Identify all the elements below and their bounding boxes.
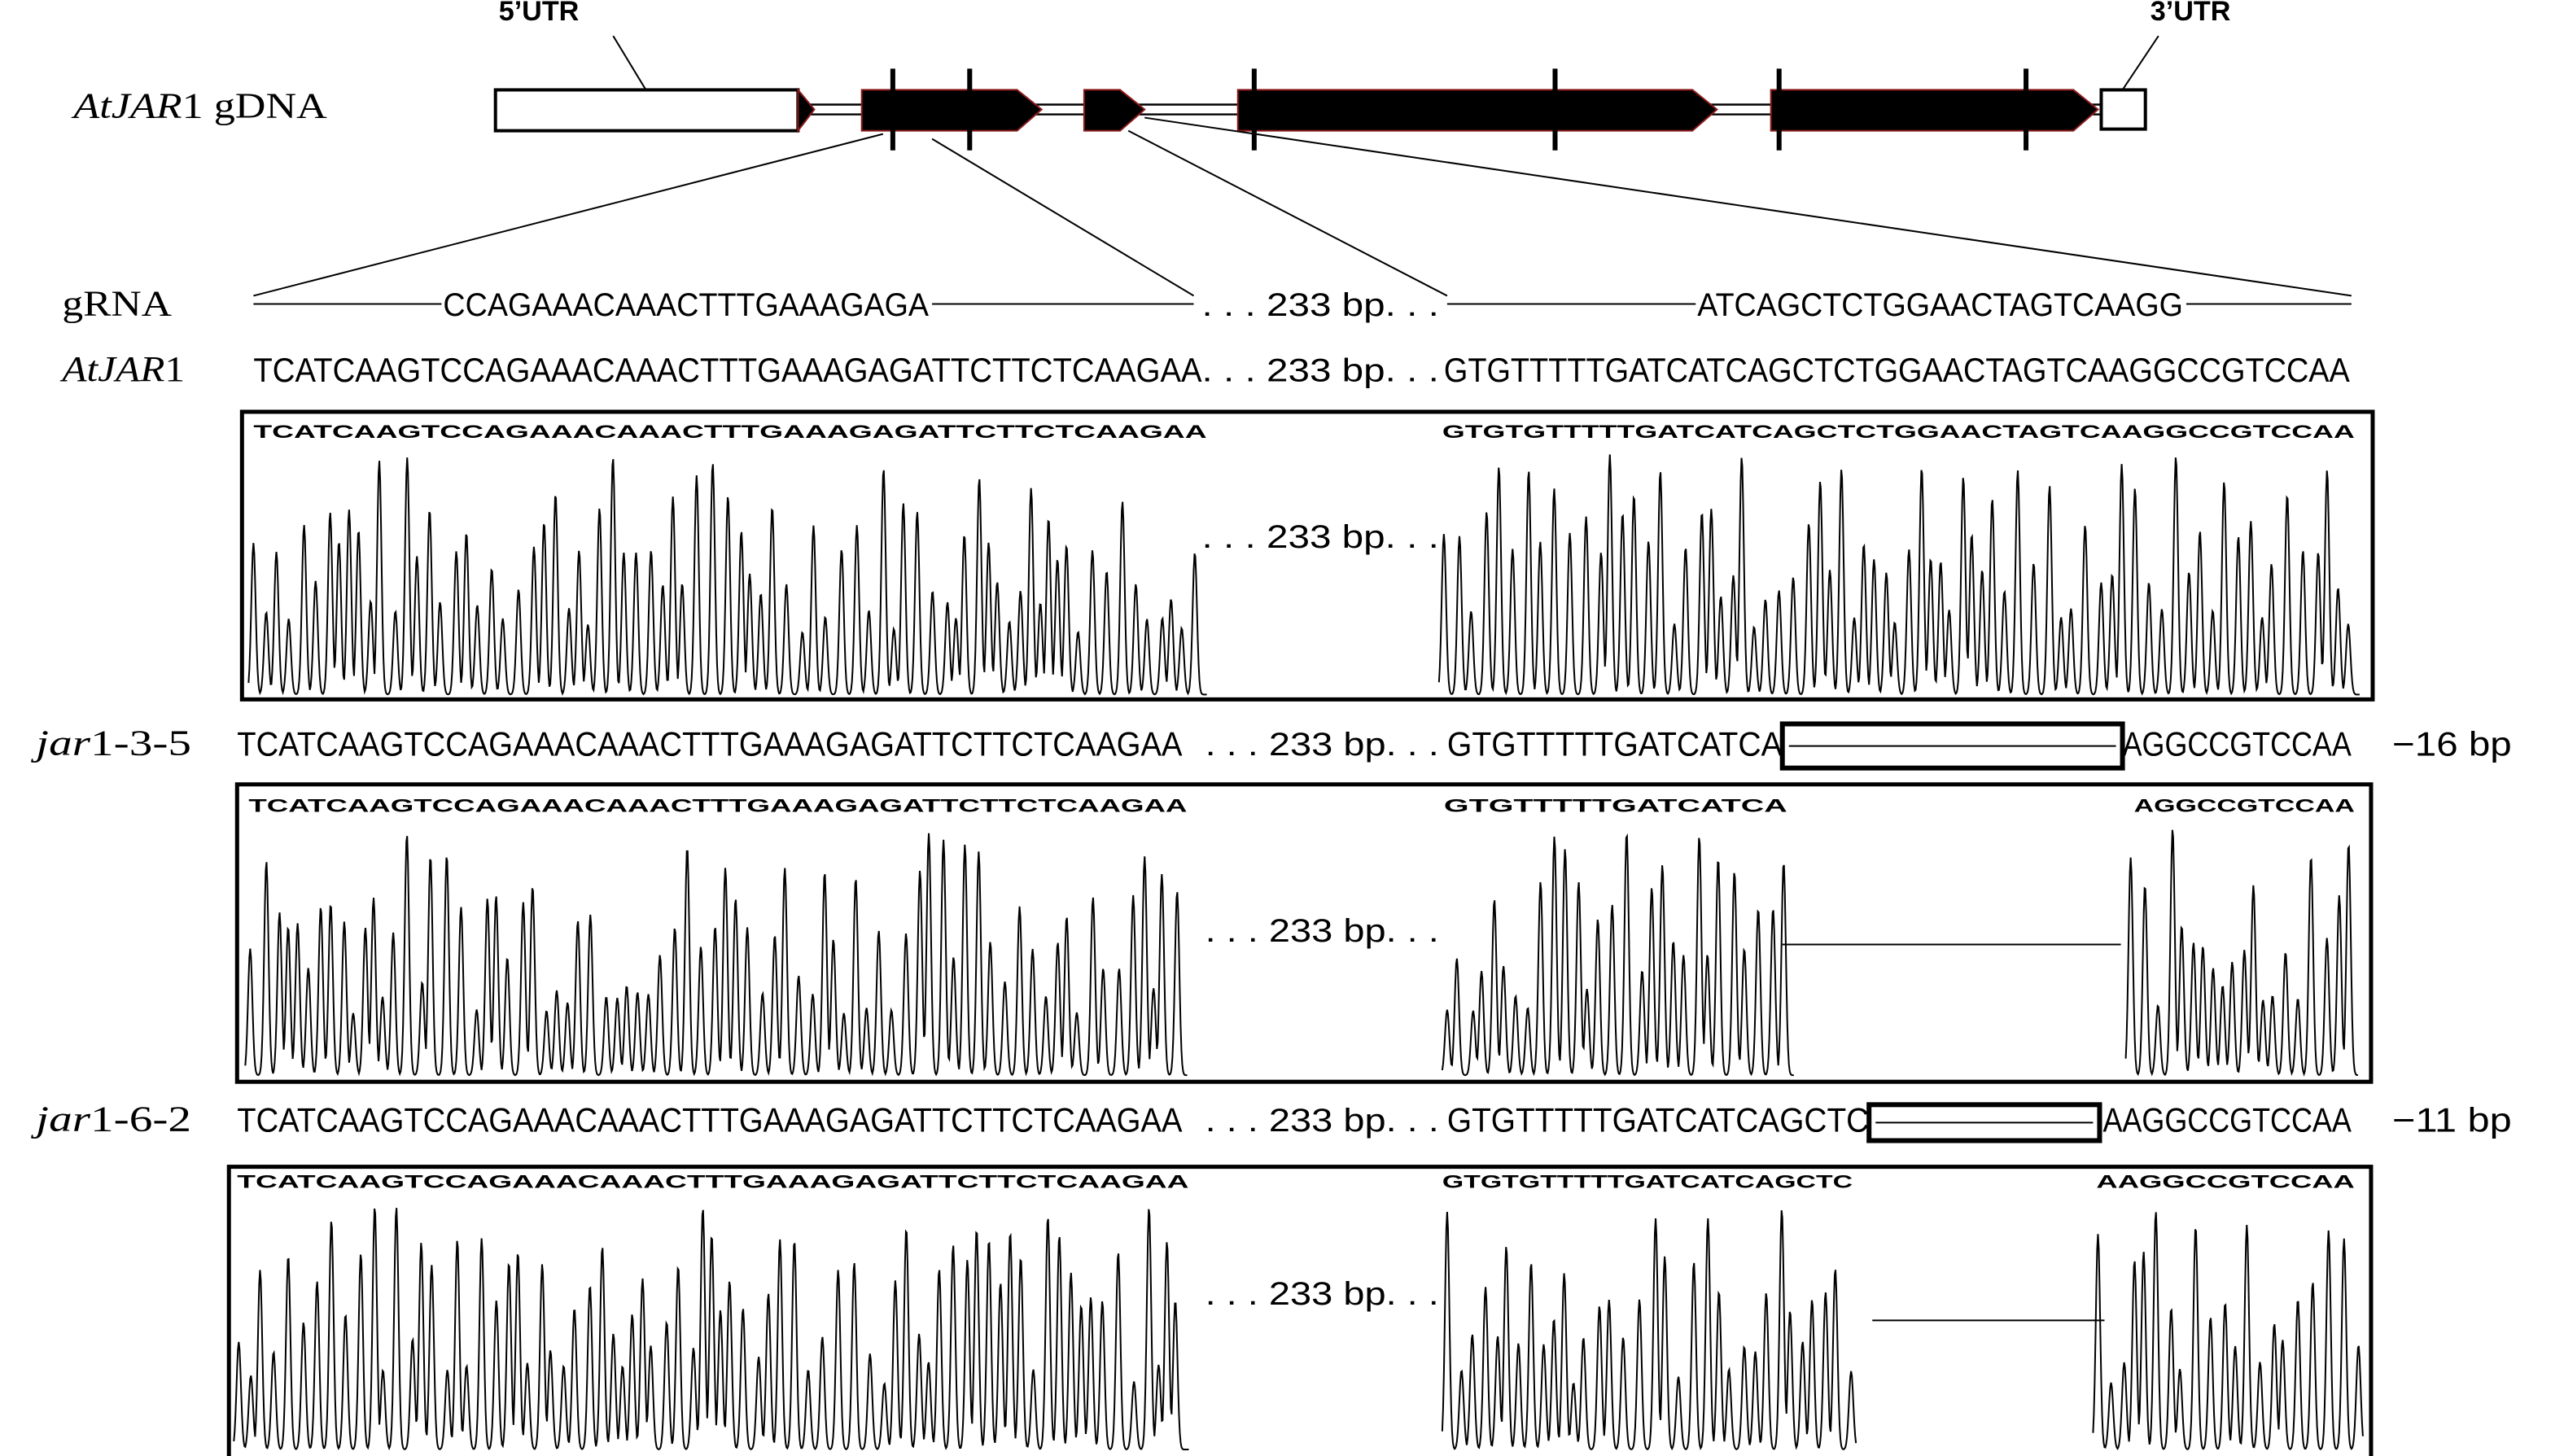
sequence: TCATCAAGTCCAGAAACAAACTTTGAAAGAGATTCTTCTC… xyxy=(237,1172,1188,1192)
sequence: GTGTTTTTGATCATCA xyxy=(1447,725,1783,763)
gene-structure xyxy=(253,35,2352,297)
sequence: . . . 233 bp. . . xyxy=(1205,1275,1439,1312)
sequence: TCATCAAGTCCAGAAACAAACTTTGAAAGAGATTCTTCTC… xyxy=(253,351,1202,389)
sequence: . . . 233 bp. . . xyxy=(1205,726,1439,763)
chromatogram-trace xyxy=(1441,833,1794,1077)
sequence: TCATCAAGTCCAGAAACAAACTTTGAAAGAGATTCTTCTC… xyxy=(253,422,1206,442)
sequence: . . . 233 bp. . . xyxy=(1205,912,1439,949)
chromatogram-trace xyxy=(2124,829,2359,1077)
label-rest: 1-6-2 xyxy=(90,1100,191,1139)
sequence: AAGGCCGTCCAA xyxy=(2102,1101,2352,1139)
row-label: AtJAR 1 xyxy=(59,349,185,389)
sequence: AGGCCGTCCAA xyxy=(2134,796,2355,816)
label-italic: AtJAR xyxy=(71,86,182,126)
sequence: . . . 233 bp. . . xyxy=(1202,286,1439,323)
label-italic: jar xyxy=(31,724,91,763)
sequence: −16 bp xyxy=(2392,725,2512,763)
sequence: TCATCAAGTCCAGAAACAAACTTTGAAAGAGATTCTTCTC… xyxy=(248,796,1187,816)
label-rest: 1 xyxy=(164,349,185,389)
sequence: GTGTTTTTGATCATCAGCTCTGGAACTAGTCAAGGCCGTC… xyxy=(1444,351,2351,389)
label-rest: 1-3-5 xyxy=(90,724,191,763)
utr-label: 5’UTR xyxy=(499,0,580,27)
sequence: ATCAGCTCTGGAACTAGTCAAGG xyxy=(1697,286,2183,323)
chromatogram-trace xyxy=(1441,1210,1857,1451)
chromatogram-trace xyxy=(247,457,1207,696)
sequence: . . . 233 bp. . . xyxy=(1202,518,1439,555)
row-label: gRNA xyxy=(62,284,172,324)
chromatogram-trace xyxy=(1437,454,2360,696)
sequence: TCATCAAGTCCAGAAACAAACTTTGAAAGAGATTCTTCTC… xyxy=(237,1101,1183,1139)
sequence: GTGTTTTTGATCATCA xyxy=(1444,796,1787,816)
gene-label: AtJAR 1 gDNA xyxy=(71,86,327,126)
row-label: jar 1-3-5 xyxy=(31,724,191,763)
chromatogram-box xyxy=(234,782,2374,1084)
sequence: −11 bp xyxy=(2392,1101,2512,1139)
label-italic: jar xyxy=(31,1100,91,1139)
sequence: AGGCCGTCCAA xyxy=(2123,725,2352,763)
chromatogram-box xyxy=(226,1165,2374,1456)
chromatogram-trace xyxy=(233,1208,1189,1451)
chromatogram-trace xyxy=(244,833,1188,1077)
utr-label: 3’UTR xyxy=(2151,0,2231,27)
sequence: GTGTGTTTTTGATCATCAGCTC xyxy=(1442,1172,1853,1192)
sequence: . . . 233 bp. . . xyxy=(1205,1102,1439,1139)
sequence: GTGTTTTTGATCATCAGCTC xyxy=(1447,1101,1869,1139)
label-rest: 1 gDNA xyxy=(182,86,327,126)
chromatogram-trace xyxy=(2092,1212,2364,1450)
sequence: . . . 233 bp. . . xyxy=(1202,352,1439,388)
sequence: AAGGCCGTCCAA xyxy=(2096,1172,2354,1192)
sequence: GTGTGTTTTTGATCATCAGCTCTGGAACTAGTCAAGGCCG… xyxy=(1442,422,2355,442)
row-label: jar 1-6-2 xyxy=(31,1100,191,1139)
label-italic: AtJAR xyxy=(59,349,164,389)
sequence: TCATCAAGTCCAGAAACAAACTTTGAAAGAGATTCTTCTC… xyxy=(237,725,1183,763)
sequence: CCAGAAACAAACTTTGAAAGAGA xyxy=(443,286,929,323)
chromatogram-box xyxy=(239,409,2375,702)
